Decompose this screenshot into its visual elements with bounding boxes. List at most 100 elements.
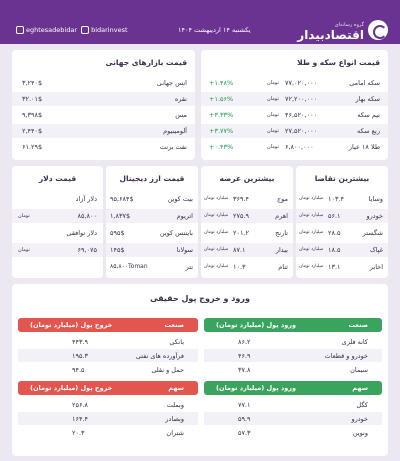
supply-value: ۲۰۱.۲ bbox=[233, 229, 250, 237]
coin-change: +۱.۴۸% bbox=[209, 79, 234, 87]
supply-name: موج bbox=[276, 195, 288, 203]
dollar-row: ۶۹,۰۷۵ تومان bbox=[12, 243, 103, 257]
coins-title: قیمت انواع سکه و طلا bbox=[297, 58, 380, 67]
coin-unit: تومان bbox=[267, 128, 279, 134]
industry-name: حمل و نقلی bbox=[151, 366, 184, 374]
demand-name: خودرو bbox=[366, 212, 383, 220]
brand-subtitle: گروه رسانه‌ای bbox=[334, 22, 364, 28]
outflow-stock-row: شتران ۲۰.۳ bbox=[18, 426, 198, 439]
world-title: قیمت بازارهای جهانی bbox=[105, 58, 187, 67]
supply-value: ۲۷۵.۹ bbox=[233, 212, 250, 220]
money-flow-section: ورود و خروج پول حقیقی صنعت ورود پول (میل… bbox=[12, 284, 388, 456]
demand-value: ۱۳.۱ bbox=[328, 263, 341, 271]
demand-row: شگستر ۲۸.۵ میلیارد تومان bbox=[296, 226, 388, 240]
dollar-row: دلار آزاد bbox=[12, 192, 103, 206]
inflow-stock-header: سهم ورود پول (میلیارد تومان) bbox=[204, 381, 382, 395]
world-row: انس جهانی ۳,۲۴۰$ bbox=[12, 76, 195, 90]
header-date: یکشنبه ۱۴ اردیبهشت ۱۴۰۴ bbox=[178, 26, 251, 34]
coin-change: +۳.۷۷% bbox=[209, 127, 234, 135]
coin-unit: تومان bbox=[267, 144, 279, 150]
supply-name: تارنج bbox=[275, 229, 288, 237]
crypto-price: ۸۵,۸۰۰Toman bbox=[110, 263, 148, 270]
demand-value: ۵۶.۱ bbox=[328, 212, 341, 220]
instagram-icon bbox=[81, 26, 90, 34]
demand-unit: میلیارد تومان bbox=[299, 213, 324, 218]
coin-row: طلا ۱۸ عیار ۶,۸۰۰,۰۰۰ تومان +۰.۴۳% bbox=[201, 140, 388, 154]
crypto-price: ۱,۸۳۷$ bbox=[110, 212, 131, 220]
outflow-stock-row: وبملت ۲۵۶.۸ bbox=[18, 398, 198, 411]
dollar-title: قیمت دلار bbox=[38, 174, 77, 183]
outflow-label: خروج پول (میلیارد تومان) bbox=[30, 384, 113, 392]
demand-unit: میلیارد تومان bbox=[299, 196, 324, 201]
demand-title: بیشترین تقاضا bbox=[314, 174, 370, 183]
supply-unit: میلیارد تومان bbox=[204, 196, 229, 201]
coin-unit: تومان bbox=[267, 112, 279, 118]
stock-value: ۱۶۴.۴ bbox=[72, 415, 89, 423]
industry-name: خودرو و قطعات bbox=[324, 352, 369, 360]
demand-unit: میلیارد تومان bbox=[299, 247, 324, 252]
demand-name: اخابر bbox=[369, 263, 383, 271]
industry-value: ۳۷.۸ bbox=[238, 366, 251, 374]
world-price: ۲,۴۴۰$ bbox=[22, 127, 43, 135]
coin-row: سکه امامی ۷۷,۰۲۰,۰۰۰ تومان +۱.۴۸% bbox=[201, 76, 388, 90]
supply-row: اهرم ۲۷۵.۹ میلیارد تومان bbox=[201, 209, 293, 223]
crypto-price: ۹۵,۶۸۴$ bbox=[110, 195, 134, 203]
demand-unit: میلیارد تومان bbox=[299, 264, 324, 269]
coin-name: نیم سکه bbox=[357, 111, 380, 119]
dollar-price: ۶۹,۰۷۵ bbox=[77, 246, 97, 254]
crypto-row: تتر ۸۵,۸۰۰Toman bbox=[106, 260, 198, 274]
stock-value: ۵۹.۹ bbox=[238, 415, 251, 423]
crypto-card: قیمت ارز دیجیتال بیت کوین ۹۵,۶۸۴$ اتریوم ۱… bbox=[106, 166, 198, 278]
dollar-unit: تومان bbox=[18, 247, 30, 253]
demand-value: ۱۸.۵ bbox=[328, 246, 341, 254]
telegram-icon bbox=[16, 26, 24, 34]
outflow-stock-header: سهم خروج پول (میلیارد تومان) bbox=[18, 381, 198, 395]
world-price: ۳۲.۰۱$ bbox=[22, 95, 43, 103]
dollar-name: دلار آزاد bbox=[75, 195, 97, 203]
header-bar: eghtesadebidar bidarinvest یکشنبه ۱۴ ارد… bbox=[0, 0, 400, 44]
world-name: نفت برنت bbox=[159, 143, 187, 151]
industry-value: ۴۴۳.۹ bbox=[72, 338, 89, 346]
top-demand-card: بیشترین تقاضا وسایا ۱۰۳.۴ میلیارد تومان خو… bbox=[296, 166, 388, 278]
dollar-row: دلار توافقی bbox=[12, 226, 103, 240]
crypto-name: بایننس کوین bbox=[159, 229, 193, 237]
industry-value: ۱۹۵.۳ bbox=[72, 352, 89, 360]
crypto-price: ۵۹۵$ bbox=[110, 229, 125, 237]
coin-name: ربع سکه bbox=[357, 127, 380, 135]
inflow-stock-row: خودرو ۵۹.۹ bbox=[204, 412, 382, 425]
crypto-price: ۱۴۵$ bbox=[110, 246, 125, 254]
crypto-name: بیت کوین bbox=[167, 195, 193, 203]
world-name: آلومینیوم bbox=[163, 127, 187, 135]
demand-name: غپاک bbox=[369, 246, 383, 254]
telegram-handle[interactable]: eghtesadebidar bbox=[26, 26, 78, 34]
world-name: نقره bbox=[174, 95, 187, 103]
coin-row: سکه بهار ۷۲,۲۰۰,۰۰۰ تومان +۱.۵۶% bbox=[201, 92, 388, 106]
dollar-card: قیمت دلار دلار آزاد ۸۵,۸۰۰ تومان دلار توا… bbox=[12, 166, 103, 278]
outflow-industry-header: صنعت خروج پول (میلیارد تومان) bbox=[18, 318, 198, 332]
industry-value: ۴۶.۹ bbox=[238, 352, 251, 360]
industry-name: بانکی bbox=[169, 338, 184, 346]
supply-title: بیشترین عرضه bbox=[219, 174, 275, 183]
supply-unit: میلیارد تومان bbox=[204, 213, 229, 218]
supply-unit: میلیارد تومان bbox=[204, 264, 229, 269]
crypto-row: بیت کوین ۹۵,۶۸۴$ bbox=[106, 192, 198, 206]
world-name: انس جهانی bbox=[156, 79, 187, 87]
inflow-industry-row: سیمان ۳۷.۸ bbox=[204, 363, 382, 376]
stock-label: سهم bbox=[352, 384, 368, 392]
world-price: ۳,۲۴۰$ bbox=[22, 79, 43, 87]
demand-row: خودرو ۵۶.۱ میلیارد تومان bbox=[296, 209, 388, 223]
crypto-name: اتریوم bbox=[176, 212, 193, 220]
inflow-industry-row: خودرو و قطعات ۴۶.۹ bbox=[204, 349, 382, 362]
stock-name: خودرو bbox=[351, 415, 368, 423]
supply-row: بیدار ۸۷.۱ میلیارد تومان bbox=[201, 243, 293, 257]
industry-name: سیمان bbox=[350, 366, 368, 374]
supply-name: بیدار bbox=[275, 246, 288, 254]
world-price: ۶۱.۲۹$ bbox=[22, 143, 43, 151]
brand-name: اقتصادبیدار bbox=[297, 28, 364, 42]
coin-change: +۱.۵۶% bbox=[209, 95, 234, 103]
instagram-handle[interactable]: bidarinvest bbox=[91, 26, 128, 34]
industry-label: صنعت bbox=[348, 321, 368, 329]
supply-value: ۳۶۹.۴ bbox=[233, 195, 250, 203]
crypto-row: بایننس کوین ۵۹۵$ bbox=[106, 226, 198, 240]
demand-name: وسایا bbox=[368, 195, 383, 203]
